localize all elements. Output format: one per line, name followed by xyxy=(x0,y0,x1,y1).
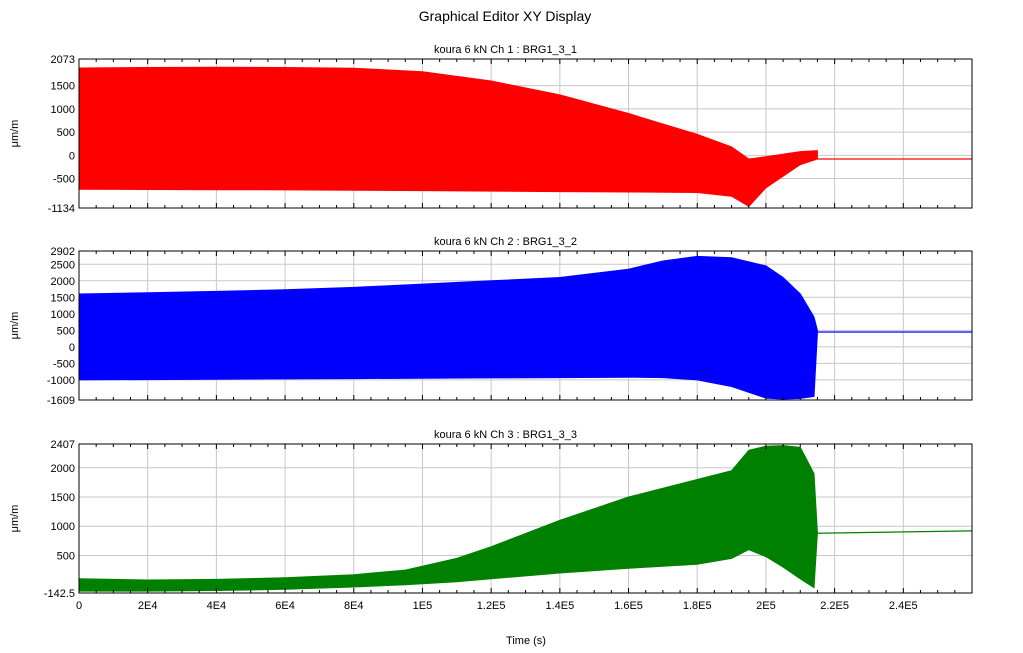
y-tick-label: -1609 xyxy=(47,395,75,407)
x-tick-label: 4E4 xyxy=(207,600,227,612)
y-tick-label: 1000 xyxy=(51,309,75,321)
x-tick-label: 2E5 xyxy=(756,600,776,612)
y-tick-label: 500 xyxy=(57,550,75,562)
y-tick-label: 2500 xyxy=(51,259,75,271)
y-tick-label: 1500 xyxy=(51,492,75,504)
y-tick-label: -1000 xyxy=(47,375,75,387)
y-axis-label: μm/m xyxy=(9,312,21,340)
y-tick-label: 1000 xyxy=(51,104,75,116)
chart-panel-1: -1134 -500 0 500 1000 1500 2073 koura 6 kN Ch 1… xyxy=(9,44,973,215)
figure-title: Graphical Editor XY Display xyxy=(419,8,591,24)
data-band-1 xyxy=(78,66,818,208)
x-tick-label: 1.6E5 xyxy=(614,600,643,612)
x-tick-label: 0 xyxy=(76,600,82,612)
y-tick-label: 2000 xyxy=(51,276,75,288)
x-tick-label: 2.2E5 xyxy=(820,600,849,612)
x-tick-label: 1.2E5 xyxy=(477,600,506,612)
y-tick-label: 2073 xyxy=(51,54,75,66)
x-tick-label: 1E5 xyxy=(413,600,433,612)
chart-panel-3: -142.5 500 1000 1500 2000 2407 0 2E4 4E4 6E4 8E4 1E… xyxy=(9,429,973,612)
y-tick-label: 0 xyxy=(69,342,75,354)
y-tick-label: 500 xyxy=(57,127,75,139)
x-tick-label: 8E4 xyxy=(344,600,364,612)
tail-line-3 xyxy=(817,530,973,534)
y-axis-label: μm/m xyxy=(9,120,21,148)
y-axis-label: μm/m xyxy=(9,505,21,533)
x-tick-label: 1.8E5 xyxy=(683,600,712,612)
y-tick-label: 1500 xyxy=(51,292,75,304)
y-tick-label: -500 xyxy=(53,358,75,370)
y-tick-label: 500 xyxy=(57,325,75,337)
x-tick-label: 6E4 xyxy=(275,600,295,612)
panel-title: koura 6 kN Ch 3 : BRG1_3_3 xyxy=(434,429,577,441)
y-tick-label: 2000 xyxy=(51,463,75,475)
panel-title: koura 6 kN Ch 1 : BRG1_3_1 xyxy=(434,44,577,56)
x-tick-label: 2E4 xyxy=(138,600,158,612)
y-tick-label: 1000 xyxy=(51,521,75,533)
y-tick-label: 2902 xyxy=(51,246,75,258)
x-axis-label: Time (s) xyxy=(506,635,546,647)
chart-panels: -1134 -500 0 500 1000 1500 2073 koura 6 kN Ch 1… xyxy=(9,44,973,612)
data-band-2 xyxy=(78,255,818,400)
y-tick-label: 2407 xyxy=(51,439,75,451)
y-tick-label: 0 xyxy=(69,150,75,162)
data-band-3 xyxy=(78,445,818,592)
y-tick-label: -500 xyxy=(53,174,75,186)
panel-title: koura 6 kN Ch 2 : BRG1_3_2 xyxy=(434,236,577,248)
y-tick-label: -1134 xyxy=(48,203,75,215)
y-tick-label: -142.5 xyxy=(44,588,75,600)
x-tick-label: 1.4E5 xyxy=(545,600,574,612)
y-tick-label: 1500 xyxy=(51,81,75,93)
x-tick-label: 2.4E5 xyxy=(889,600,918,612)
